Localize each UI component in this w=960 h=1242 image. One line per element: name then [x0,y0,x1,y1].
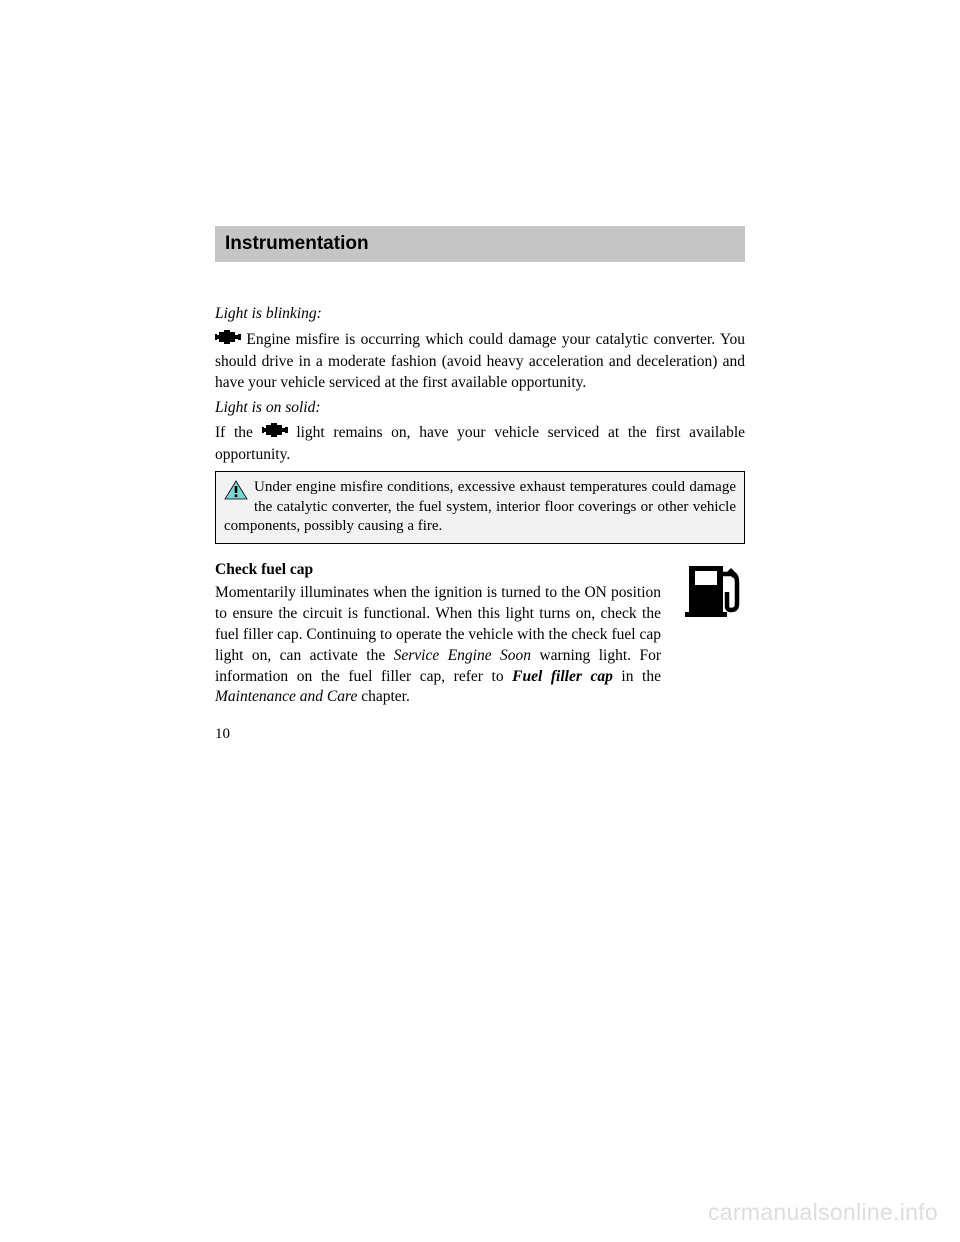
check-fuel-bold-1: Fuel filler cap [512,668,613,685]
engine-icon [215,329,241,352]
warning-triangle-icon [224,480,248,507]
check-fuel-heading: Check fuel cap [215,560,661,581]
page-number: 10 [215,724,745,744]
check-fuel-italic-1: Service Engine Soon [394,647,531,664]
check-fuel-text-5: in the [613,668,661,685]
paragraph-3: If the light remains on, have your vehic… [215,422,745,466]
paragraph-3-pre: If the [215,424,253,441]
paragraph-2-text: Engine misfire is occurring which could … [215,331,745,391]
paragraph-1-italic: Light is blinking: [215,305,322,322]
check-fuel-section: Check fuel cap Momentarily illuminates w… [215,560,745,712]
paragraph-3-post: light remains on, have your vehicle serv… [215,424,745,463]
check-fuel-text-7: chapter. [357,688,410,705]
warning-text: Under engine misfire conditions, excessi… [224,478,736,537]
watermark-text: carmanualsonline.info [708,1199,938,1226]
body-content: Light is blinking: Engine misfire is occ… [215,304,745,745]
check-fuel-paragraph: Momentarily illuminates when the ignitio… [215,583,661,709]
light-blinking-label: Light is blinking: [215,304,745,325]
check-fuel-italic-2: Maintenance and Care [215,688,357,705]
engine-icon [262,422,288,445]
fuel-pump-icon [683,560,745,627]
section-header-title: Instrumentation [225,233,369,254]
section-header: Instrumentation [215,226,745,262]
paragraph-2: Engine misfire is occurring which could … [215,329,745,394]
light-solid-heading: Light is on solid: [215,398,745,419]
warning-box: Under engine misfire conditions, excessi… [215,471,745,544]
